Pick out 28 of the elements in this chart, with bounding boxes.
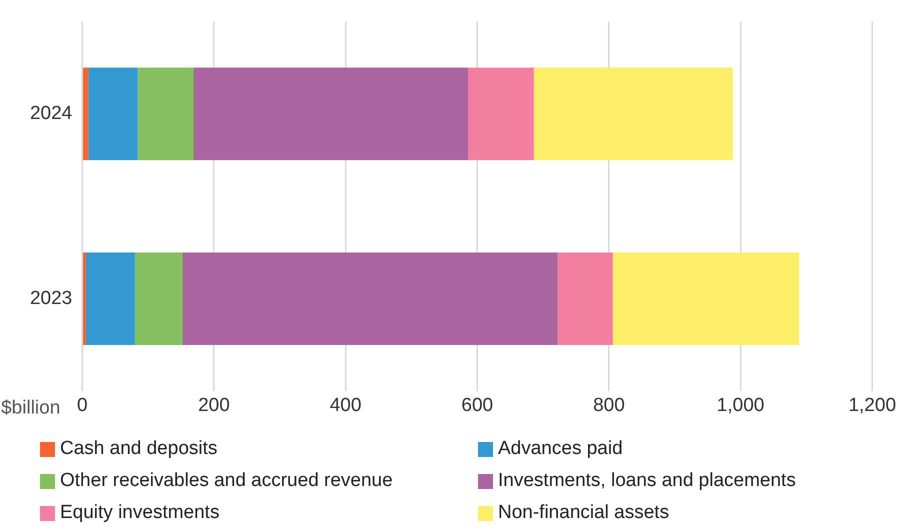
- bar: [558, 252, 613, 345]
- x-axis-title: $billion: [1, 397, 60, 418]
- bar: [534, 68, 733, 160]
- x-tick-label: 200: [198, 394, 230, 416]
- x-tick-label: 800: [593, 394, 625, 416]
- bar: [88, 68, 138, 160]
- x-tick-label: 400: [330, 394, 362, 416]
- x-tick-label: 1,000: [716, 394, 764, 416]
- bar: [612, 252, 800, 345]
- y-tick-label: 2024: [30, 103, 73, 124]
- bar: [86, 252, 135, 345]
- bar: [182, 252, 558, 345]
- legend-label: Cash and deposits: [60, 438, 218, 460]
- bar: [134, 252, 182, 345]
- bar: [83, 68, 88, 160]
- legend-label: Other receivables and accrued revenue: [60, 470, 393, 492]
- bar: [468, 68, 534, 160]
- bar: [83, 252, 86, 345]
- legend-label: Non-financial assets: [498, 502, 670, 524]
- x-tick-label: 600: [461, 394, 494, 416]
- legend-label: Equity investments: [60, 502, 220, 524]
- y-tick-label: 2023: [30, 288, 72, 309]
- bar: [138, 68, 194, 160]
- x-tick-label: 1,200: [848, 394, 896, 416]
- x-tick-label: 0: [76, 394, 88, 416]
- legend-label: Advances paid: [498, 438, 623, 460]
- bar: [194, 68, 468, 160]
- legend-label: Investments, loans and placements: [498, 470, 796, 492]
